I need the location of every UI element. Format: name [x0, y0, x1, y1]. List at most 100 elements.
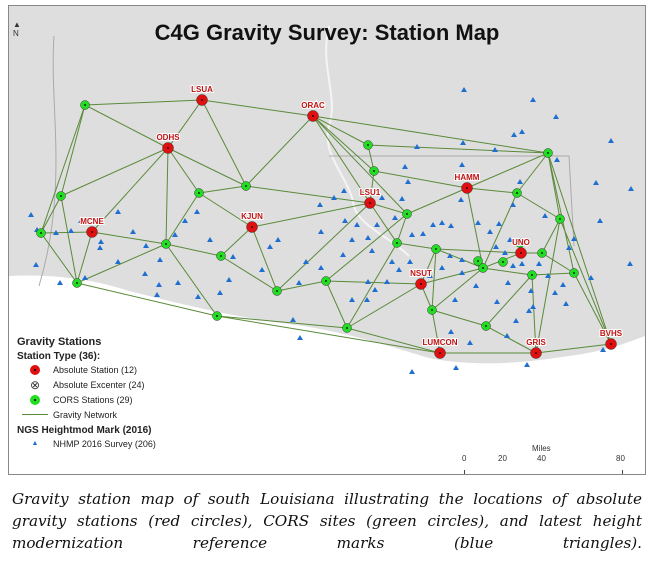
network-link [541, 218, 561, 254]
line-icon [22, 414, 48, 415]
network-link [60, 104, 86, 197]
station-label: GRIS [526, 338, 546, 347]
network-link [531, 272, 575, 276]
nhmp-survey-mark [453, 365, 459, 370]
nhmp-survey-mark [142, 271, 148, 276]
network-link [541, 252, 575, 274]
legend-label: Absolute Excenter (24) [53, 379, 145, 390]
nhmp-survey-mark [156, 282, 162, 287]
network-link [535, 218, 561, 354]
nhmp-survey-mark [505, 280, 511, 285]
network-link [547, 152, 575, 274]
legend-ngs-heading: NGS Heightmod Mark (2016) [17, 425, 152, 436]
station-center [466, 187, 468, 189]
network-link [420, 248, 437, 285]
nhmp-survey-mark [230, 254, 236, 259]
scale-line [464, 470, 623, 474]
station-label: ODHS [156, 133, 180, 142]
network-link [84, 104, 169, 149]
station-center [220, 255, 222, 257]
network-link [406, 187, 468, 215]
nhmp-survey-mark [303, 259, 309, 264]
network-link [482, 267, 533, 276]
nhmp-survey-mark [340, 252, 346, 257]
network-link [216, 315, 441, 354]
nhmp-survey-mark [365, 235, 371, 240]
nhmp-survey-mark [530, 304, 536, 309]
nhmp-survey-mark [459, 257, 465, 262]
network-link [431, 267, 484, 311]
nhmp-survey-mark [452, 297, 458, 302]
nhmp-survey-mark [492, 147, 498, 152]
station-center [346, 327, 348, 329]
network-link [346, 242, 398, 329]
station-label: MCNE [80, 217, 104, 226]
nhmp-survey-mark [396, 267, 402, 272]
network-link [516, 152, 549, 194]
legend-nhmp-survey: ▲ NHMP 2016 Survey (206) [17, 436, 156, 451]
nhmp-survey-mark [33, 262, 39, 267]
station-center [198, 192, 200, 194]
network-link [346, 283, 422, 329]
station-center [502, 261, 504, 263]
nhmp-survey-mark [608, 138, 614, 143]
station-center [165, 243, 167, 245]
station-center [420, 283, 422, 285]
station-center [216, 315, 218, 317]
nhmp-survey-mark [172, 232, 178, 237]
station-center [84, 104, 86, 106]
nhmp-survey-mark [290, 317, 296, 322]
red-circle-icon [30, 364, 40, 375]
nhmp-survey-mark [553, 114, 559, 119]
network-link [201, 99, 314, 117]
nhmp-survey-mark [448, 223, 454, 228]
network-link [466, 187, 484, 269]
nhmp-survey-mark [115, 259, 121, 264]
nhmp-survey-mark [389, 259, 395, 264]
network-link [312, 115, 408, 215]
nhmp-survey-mark [519, 261, 525, 266]
legend-station-type: Station Type (36): [17, 351, 101, 362]
nhmp-survey-mark [494, 299, 500, 304]
network-link [60, 195, 78, 284]
nhmp-survey-mark [510, 263, 516, 268]
mississippi-river [325, 25, 410, 257]
network-link [346, 327, 441, 354]
network-link [312, 115, 369, 146]
network-link [201, 99, 247, 187]
legend-label: CORS Stations (29) [53, 394, 133, 405]
network-link [76, 231, 93, 284]
nhmp-survey-mark [372, 287, 378, 292]
network-link [431, 248, 437, 311]
network-link [276, 202, 371, 292]
nhmp-survey-mark [349, 237, 355, 242]
nhmp-survey-mark [384, 279, 390, 284]
station-center [519, 242, 521, 244]
network-link [367, 144, 549, 154]
network-link [198, 192, 253, 228]
station-center [610, 343, 612, 345]
station-center [516, 192, 518, 194]
network-link [198, 185, 247, 194]
nhmp-survey-mark [297, 335, 303, 340]
legend-label: Gravity Network [53, 409, 118, 420]
nhmp-survey-mark [459, 162, 465, 167]
legend-absolute-excenter: ⊗ Absolute Excenter (24) [17, 377, 156, 392]
nhmp-survey-mark [318, 229, 324, 234]
network-link [435, 248, 484, 269]
station-center [485, 325, 487, 327]
nhmp-survey-mark [349, 297, 355, 302]
nhmp-survey-mark [82, 275, 88, 280]
scale-tick: 20 [498, 454, 507, 463]
network-link [369, 202, 398, 244]
station-center [312, 115, 314, 117]
network-link [165, 147, 169, 245]
station-label: UNO [512, 238, 530, 247]
nhmp-survey-mark [154, 292, 160, 297]
legend-cors-stations: CORS Stations (29) [17, 392, 156, 407]
network-link [516, 192, 561, 220]
legend: Gravity Stations Station Type (36): Abso… [17, 336, 156, 451]
network-link [325, 213, 408, 282]
nhmp-survey-mark [566, 245, 572, 250]
network-link [40, 232, 78, 284]
